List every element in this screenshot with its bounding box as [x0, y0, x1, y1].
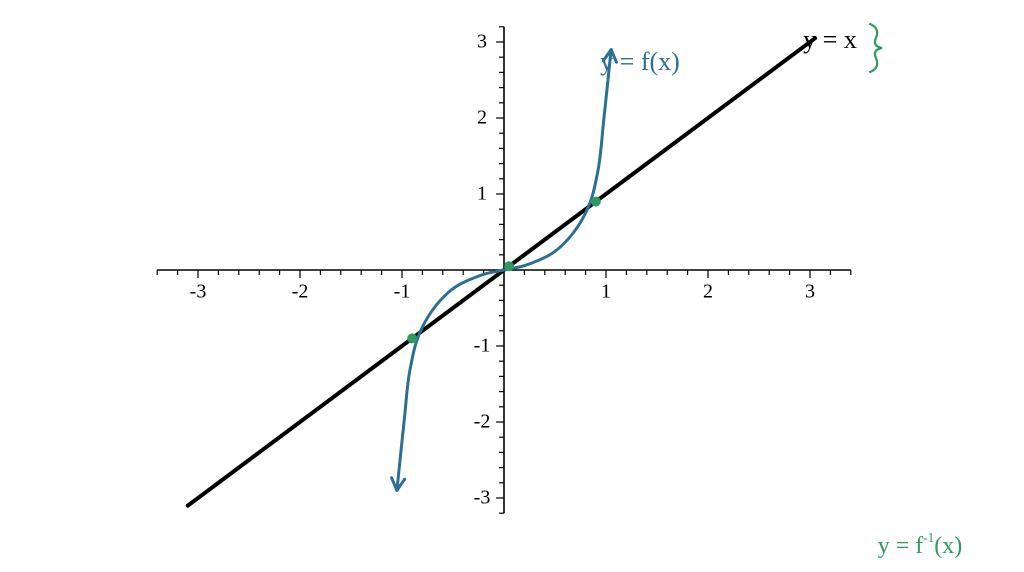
- chart-stage: -3 -3 -2 -2 -1 -1 1 1 2 2 3 3 y = f(x) y = x y = f-1(x…: [0, 0, 1024, 572]
- label-y-equals-f-inverse: y = f-1(x): [878, 530, 963, 560]
- brace-after-yx: [870, 24, 882, 72]
- marker-point-2: [591, 197, 601, 207]
- x-tick-label-3: 3: [805, 281, 815, 304]
- x-tick-label--3: -3: [190, 281, 207, 304]
- label-y-equals-x: y = x: [803, 25, 857, 55]
- y-tick-label-1: 1: [477, 183, 487, 206]
- y-tick-label-3: 3: [477, 31, 487, 54]
- x-tick-label--2: -2: [292, 281, 309, 304]
- y-tick-label--1: -1: [474, 335, 491, 358]
- x-tick-label--1: -1: [394, 281, 411, 304]
- x-tick-label-2: 2: [703, 281, 713, 304]
- plot-svg: [0, 0, 1024, 572]
- y-tick-label-2: 2: [477, 107, 487, 130]
- marker-point-0: [407, 333, 417, 343]
- x-tick-label-1: 1: [601, 281, 611, 304]
- label-y-equals-fx: y = f(x): [600, 47, 680, 77]
- y-tick-label--2: -2: [474, 411, 491, 434]
- y-tick-label--3: -3: [474, 487, 491, 510]
- marker-point-1: [504, 261, 514, 271]
